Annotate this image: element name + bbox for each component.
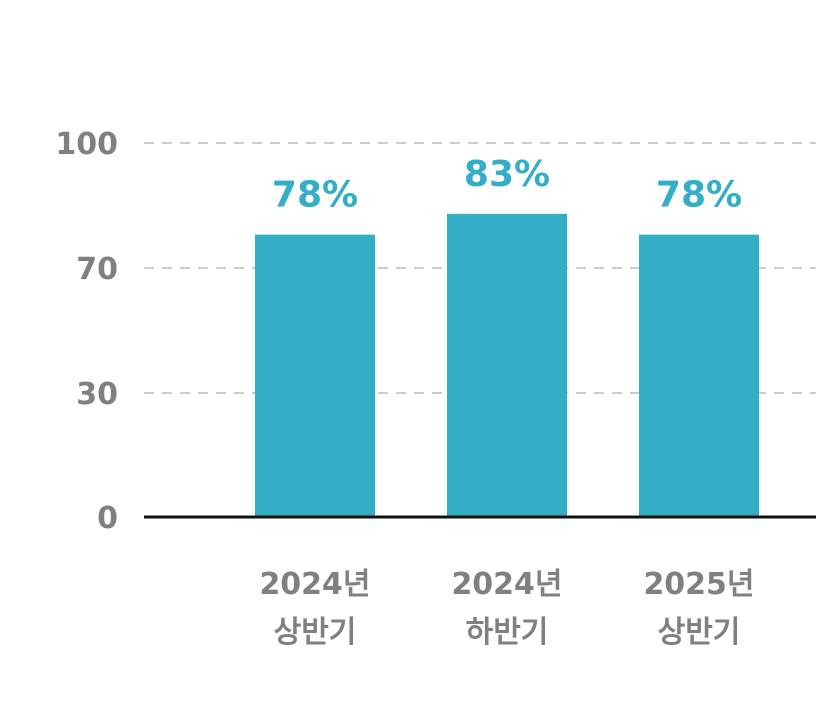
y-tick-label: 70 bbox=[76, 252, 118, 287]
x-tick-label: 2024년 bbox=[451, 567, 562, 602]
data-label: 78% bbox=[272, 175, 358, 216]
x-tick-label: 상반기 bbox=[274, 615, 357, 650]
x-tick-label: 하반기 bbox=[466, 615, 549, 650]
y-tick-label: 30 bbox=[76, 377, 118, 412]
bar bbox=[639, 234, 759, 517]
bar bbox=[447, 213, 567, 518]
data-labels: 78% 83% 78% bbox=[272, 154, 742, 216]
y-tick-label: 0 bbox=[97, 501, 118, 536]
bars bbox=[255, 213, 759, 518]
data-label: 78% bbox=[656, 175, 742, 216]
x-tick-label: 2025년 bbox=[643, 567, 754, 602]
data-label: 83% bbox=[464, 154, 550, 195]
bar bbox=[255, 234, 375, 517]
x-tick-label: 2024년 bbox=[259, 567, 370, 602]
y-tick-label: 100 bbox=[55, 127, 118, 162]
x-tick-label: 상반기 bbox=[658, 615, 741, 650]
